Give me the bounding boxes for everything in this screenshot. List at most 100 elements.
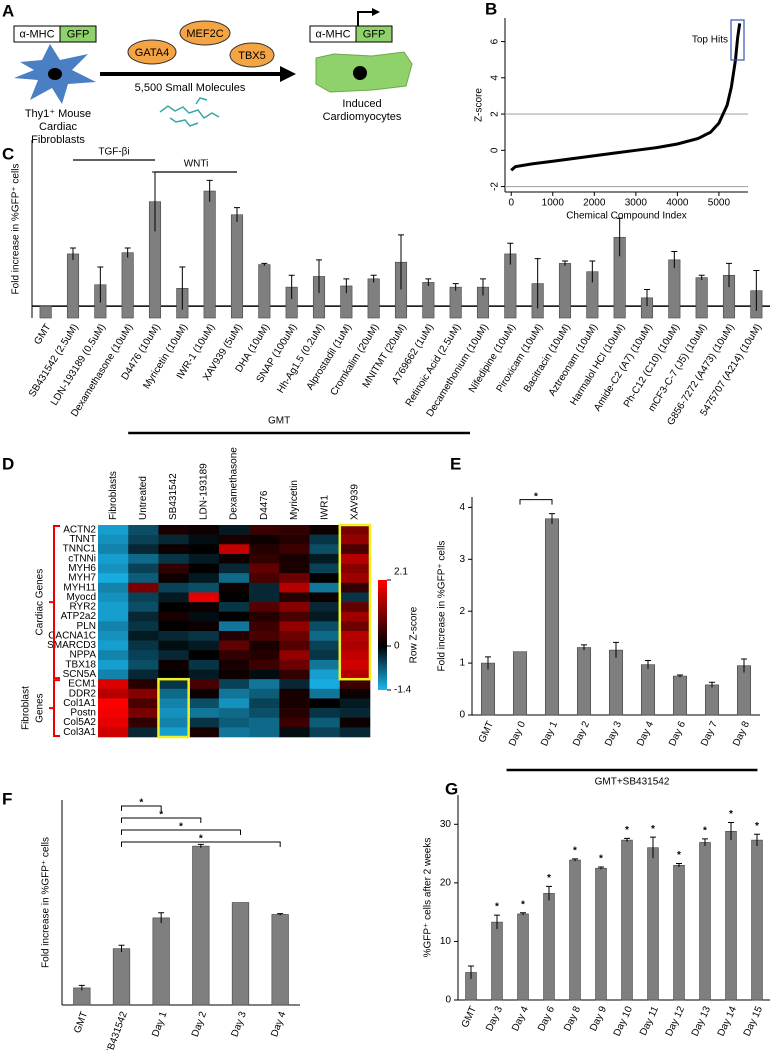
bar [367, 278, 380, 319]
bar [621, 839, 633, 1001]
bar [569, 859, 581, 1001]
heatmap-cell [339, 698, 371, 709]
heatmap-cell [309, 708, 341, 719]
y-tick-label: 20 [440, 877, 452, 888]
heatmap-cell [98, 688, 129, 699]
heatmap-cell [98, 592, 129, 603]
error-bar [709, 681, 715, 688]
colorbar-tick-label: 0 [394, 641, 400, 652]
promoter: α-MHC [315, 28, 350, 40]
x-tick-label: Day 7 [699, 719, 720, 748]
significance-label: * [179, 822, 183, 833]
bar [39, 305, 52, 319]
row-label: ECM1 [68, 679, 96, 690]
heatmap-cell [309, 631, 341, 641]
error-bar [589, 260, 596, 283]
heatmap-cell [218, 679, 250, 690]
heatmap-cell [218, 669, 250, 680]
heatmap-cell [309, 659, 341, 670]
bar [192, 845, 210, 1006]
error-bar [343, 278, 350, 294]
error-bar [316, 259, 322, 294]
error-bar [97, 266, 104, 303]
heatmap-cell [279, 553, 310, 564]
x-tick-label: 0 [508, 198, 514, 209]
heatmap-cell [128, 582, 159, 593]
y-tick-label: 6 [490, 38, 501, 44]
heatmap-cell [188, 582, 220, 593]
heatmap-cell [309, 534, 341, 545]
x-tick-label: 4000 [666, 198, 689, 209]
x-tick-label: Day 13 [690, 1004, 714, 1038]
bar [704, 684, 720, 716]
heatmap-cell [128, 553, 159, 564]
heatmap-cell [218, 650, 250, 661]
heatmap-cell [218, 717, 250, 728]
factor-label: GATA4 [135, 47, 169, 59]
column-label: XAV939 [350, 484, 361, 520]
heatmap-cell [218, 563, 250, 574]
colorbar [378, 580, 387, 690]
row-label: Col1A1 [63, 698, 96, 709]
heatmap-cell [339, 582, 371, 593]
heatmap-cell [128, 602, 159, 613]
error-bar [598, 866, 604, 870]
significance-label: * [534, 491, 538, 502]
highlight-box [157, 677, 190, 739]
heatmap-cell [249, 602, 280, 613]
row-label: NPPA [70, 650, 97, 661]
heatmap-cell [279, 669, 310, 680]
error-bar [645, 660, 651, 669]
heatmap-cell [98, 582, 129, 593]
error-bar [534, 258, 541, 309]
heatmap-cell [158, 698, 189, 709]
heatmap-cell [279, 602, 310, 613]
heatmap-cell [98, 669, 129, 680]
heatmap-cell [188, 679, 220, 690]
heatmap-cell [279, 727, 310, 738]
heatmap-cell [279, 698, 310, 709]
heatmap-cell [249, 563, 280, 574]
bar [673, 864, 685, 1001]
heatmap-cell [128, 708, 159, 719]
bar [112, 948, 131, 1006]
heatmap-cell [158, 621, 189, 632]
group-label: TGF-βi [98, 147, 129, 158]
heatmap-cell [309, 698, 341, 709]
bar [736, 665, 752, 716]
significance-label: * [495, 902, 499, 913]
x-tick-label: GMT [460, 1005, 479, 1030]
factor [229, 42, 275, 68]
error-bar [70, 247, 76, 260]
source-cell: Thy1⁺ Mouse [25, 108, 91, 120]
significance-bracket [121, 841, 281, 847]
heatmap-cell [279, 544, 310, 555]
factor-label: TBX5 [238, 50, 266, 62]
heatmap-cell [279, 640, 310, 651]
x-tick-label: Day 1 [539, 719, 560, 748]
heatmap-cell [158, 727, 189, 738]
row-group-label: Genes [35, 693, 46, 722]
heatmap-cell [249, 659, 280, 670]
heatmap-cell [279, 708, 310, 719]
significance-label: * [159, 810, 163, 821]
bar [230, 214, 244, 319]
x-tick-label: Day 6 [667, 719, 688, 748]
heatmap-cell [158, 611, 189, 622]
heatmap-cell [158, 659, 189, 670]
heatmap-cell [339, 650, 371, 661]
heatmap-cell [188, 640, 220, 651]
heatmap-cell [249, 650, 280, 661]
heatmap-cell [188, 659, 220, 670]
heatmap-cell [309, 688, 341, 699]
target-cell: Cardiomyocytes [323, 111, 402, 123]
y-tick-label: 4 [459, 502, 465, 513]
panel-label: A [2, 1, 14, 20]
heatmap-cell [98, 717, 129, 728]
heatmap-cell [279, 563, 310, 574]
panel-label: C [2, 144, 14, 163]
heatmap-cell [249, 688, 280, 699]
heatmap-cell [98, 525, 129, 535]
bar [558, 263, 572, 319]
heatmap-cell [128, 631, 159, 641]
